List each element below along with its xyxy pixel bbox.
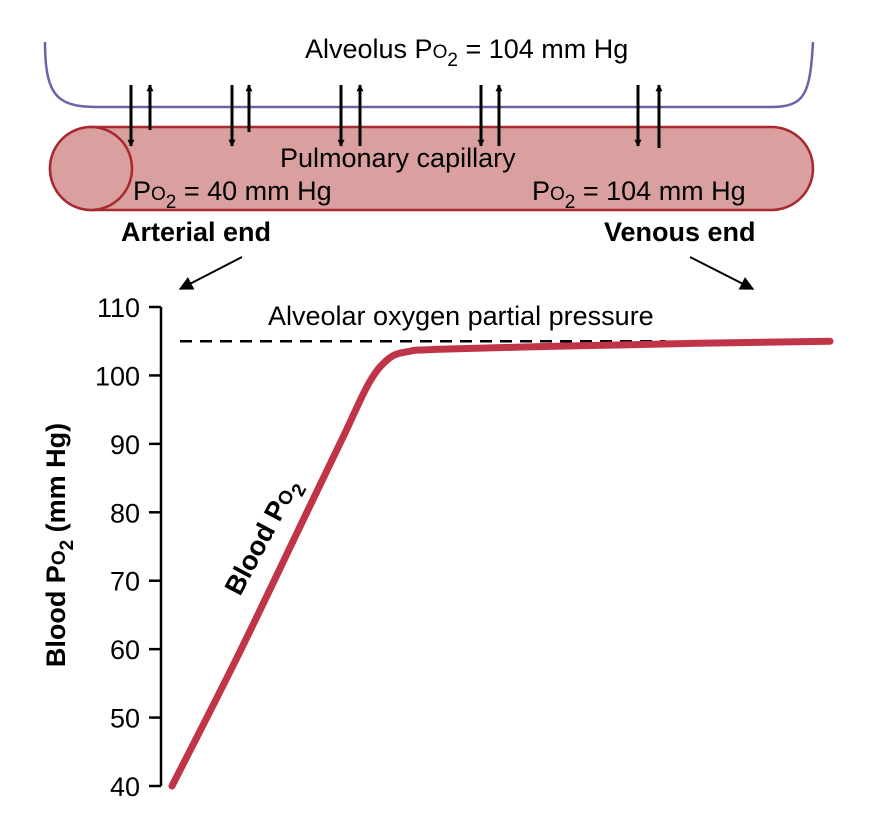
y-tick-label: 60 <box>110 635 140 665</box>
arterial-end-label: Arterial end <box>121 217 271 247</box>
y-tick-label: 110 <box>97 293 140 323</box>
capillary-cross-section <box>48 125 134 212</box>
venous-end-label: Venous end <box>604 217 756 247</box>
y-tick-label: 100 <box>95 361 140 391</box>
y-axis-label: Blood PO2 (mm Hg) <box>41 423 78 667</box>
y-tick-label: 90 <box>110 430 140 460</box>
venous-po2-label: PO2 = 104 mm Hg <box>532 176 746 213</box>
y-tick-label: 80 <box>110 498 140 528</box>
alveolus-po2-label: Alveolus PO2 = 104 mm Hg <box>305 34 628 71</box>
blood-po2-line <box>168 337 834 790</box>
reference-line-label: Alveolar oxygen partial pressure <box>268 301 654 331</box>
alveolus-capillary-diagram: Alveolus PO2 = 104 mm Hg Pulmonary capil… <box>43 34 815 290</box>
pulmonary-capillary-label: Pulmonary capillary <box>280 143 516 173</box>
arterial-po2-label: PO2 = 40 mm Hg <box>133 176 332 213</box>
y-tick-label: 40 <box>110 772 140 802</box>
venous-end-pointer <box>689 256 755 290</box>
arterial-end-pointer <box>178 256 243 290</box>
gas-exchange-arrows <box>127 84 663 148</box>
y-tick-label: 50 <box>110 704 140 734</box>
alveolus-outline <box>43 41 815 109</box>
y-ticks: 110 100 90 80 70 60 50 40 <box>95 293 161 802</box>
y-tick-label: 70 <box>110 567 140 597</box>
po2-chart: 110 100 90 80 70 60 50 40 Blood PO2 (mm Hg) Alv… <box>41 293 834 802</box>
